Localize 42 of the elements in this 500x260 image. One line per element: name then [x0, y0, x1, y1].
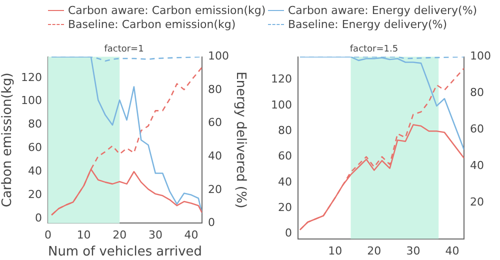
- legend-label: Carbon aware: Energy delivery(%): [288, 4, 478, 17]
- y2-tick-label: 40: [470, 158, 484, 172]
- x-tick-label: 10: [76, 228, 91, 242]
- y-tick-label: 100: [21, 94, 42, 108]
- y-tick-label: 120: [21, 70, 42, 84]
- y-tick-label: 60: [278, 150, 292, 163]
- x-tick-label: 30: [148, 228, 162, 242]
- y-tick-label: 20: [278, 200, 292, 214]
- y-tick-label: 40: [278, 175, 292, 188]
- y2-tick-label: 100: [208, 50, 229, 63]
- legend-label: Carbon aware: Carbon emission(kg): [68, 4, 266, 17]
- y2-tick-label: 40: [208, 150, 222, 162]
- y2-tick-label: 0: [208, 216, 215, 230]
- y2-tick-label: 60: [470, 122, 484, 136]
- x-tick-label: 10: [328, 244, 342, 258]
- y-tick-label: 20: [28, 188, 42, 201]
- legend-label: Baseline: Energy delivery(%): [288, 18, 448, 31]
- x-tick-label: 20: [367, 244, 382, 258]
- x-axis-title: Num of vehicles arrived: [48, 244, 202, 260]
- y2-tick-label: 80: [470, 86, 484, 100]
- y-axis-title: Carbon emission(kg): [0, 72, 16, 208]
- y2-tick-label: 80: [208, 82, 222, 96]
- x-tick-label: 40: [445, 244, 460, 258]
- legend-label: Baseline: Carbon emission(kg): [68, 18, 236, 31]
- x-tick-label: 40: [184, 228, 198, 242]
- y2-tick-label: 60: [208, 116, 222, 130]
- y-tick-label: 120: [271, 72, 292, 86]
- y-tick-label: 0: [35, 211, 42, 224]
- x-tick-label: 0: [44, 228, 52, 242]
- y2-tick-label: 20: [208, 182, 222, 196]
- x-tick-label: 20: [112, 228, 127, 242]
- y2-axis-title: Energy delivered (%): [232, 72, 248, 208]
- y2-tick-label: 20: [470, 195, 484, 208]
- x-tick-label: 30: [406, 244, 420, 258]
- y2-tick-label: 100: [470, 50, 491, 63]
- y-tick-label: 40: [28, 164, 42, 178]
- y-tick-label: 100: [271, 98, 292, 112]
- y-tick-label: 60: [28, 141, 42, 154]
- chart-title: factor=1: [104, 44, 144, 55]
- y-tick-label: 80: [28, 118, 42, 131]
- chart-title: factor=1.5: [350, 44, 398, 55]
- y-tick-label: 80: [278, 124, 292, 137]
